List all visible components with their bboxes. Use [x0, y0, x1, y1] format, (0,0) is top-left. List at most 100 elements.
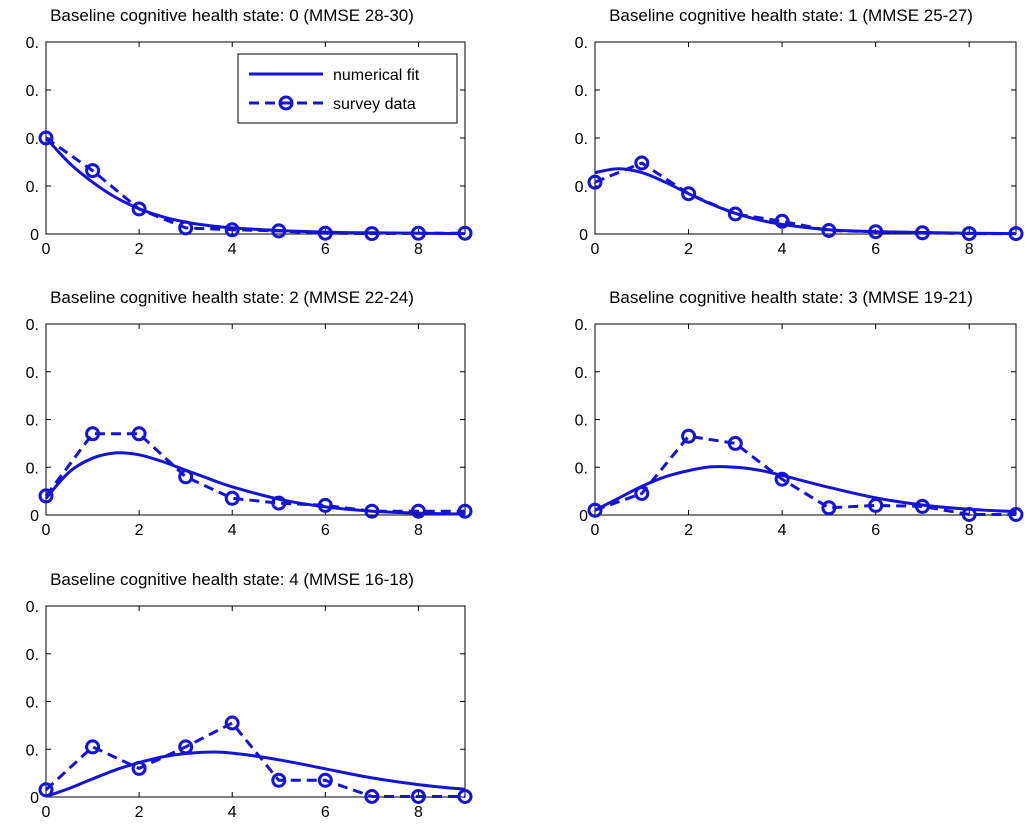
y-tick-label: 0.	[26, 83, 39, 100]
data-point-survey-data	[868, 497, 884, 513]
chart-title: Baseline cognitive health state: 2 (MMSE…	[50, 288, 414, 307]
data-point-survey-data	[224, 222, 240, 238]
data-point-survey-data	[85, 163, 101, 179]
x-tick-label: 8	[965, 241, 974, 258]
data-point-survey-data	[457, 789, 473, 804]
chart-title: Baseline cognitive health state: 1 (MMSE…	[609, 6, 973, 25]
data-point-survey-data	[457, 225, 473, 241]
subplot-state-0: Baseline cognitive health state: 0 (MMSE…	[26, 6, 473, 258]
y-tick-label: 0	[30, 790, 39, 807]
x-tick-label: 0	[42, 804, 51, 821]
data-point-survey-data	[364, 503, 380, 519]
data-point-survey-data	[1008, 507, 1024, 522]
x-tick-label: 6	[321, 804, 330, 821]
data-point-survey-data	[85, 426, 101, 442]
axes-box	[594, 323, 1017, 516]
x-tick-label: 0	[42, 522, 51, 539]
y-tick-label: 0.	[26, 413, 39, 430]
data-point-survey-data	[410, 503, 426, 519]
data-point-survey-data	[961, 226, 977, 242]
x-tick-label: 8	[414, 804, 423, 821]
data-point-survey-data	[224, 715, 240, 731]
subplot-state-2: Baseline cognitive health state: 2 (MMSE…	[26, 288, 473, 539]
x-tick-label: 4	[778, 522, 787, 539]
data-point-survey-data	[317, 497, 333, 513]
y-tick-label: 0	[579, 508, 588, 525]
x-tick-label: 8	[965, 522, 974, 539]
data-point-survey-data	[271, 223, 287, 239]
data-point-survey-data	[634, 486, 650, 501]
data-point-survey-data	[131, 201, 147, 217]
y-tick-label: 0.	[575, 35, 588, 52]
series-line-numerical-fit	[44, 451, 466, 516]
data-point-survey-data	[131, 426, 147, 442]
y-tick-label: 0	[30, 227, 39, 244]
data-point-survey-data	[85, 739, 101, 755]
x-tick-label: 4	[228, 241, 237, 258]
data-point-survey-data	[1008, 226, 1024, 242]
data-point-survey-data	[317, 225, 333, 241]
legend-label-numerical-fit: numerical fit	[333, 67, 420, 84]
y-tick-label: 0.	[575, 365, 588, 382]
x-tick-label: 2	[684, 241, 693, 258]
x-tick-label: 0	[591, 241, 600, 258]
data-point-survey-data	[961, 507, 977, 522]
x-tick-label: 8	[414, 241, 423, 258]
data-point-survey-data	[774, 213, 790, 229]
series-line-survey-data	[45, 136, 465, 236]
y-tick-label: 0	[30, 508, 39, 525]
axes-box	[45, 323, 466, 516]
subplot-state-4: Baseline cognitive health state: 4 (MMSE…	[26, 570, 473, 821]
y-tick-label: 0.	[575, 317, 588, 334]
data-point-survey-data	[271, 495, 287, 511]
series-line-numerical-fit	[594, 167, 1017, 236]
data-point-survey-data	[868, 224, 884, 240]
data-point-survey-data	[410, 225, 426, 241]
y-tick-label: 0.	[26, 742, 39, 759]
x-tick-label: 4	[228, 522, 237, 539]
y-tick-label: 0.	[26, 695, 39, 712]
legend-box	[237, 53, 458, 124]
legend: numerical fit survey data	[237, 53, 458, 124]
plot-area: 0 2 4 6 8 0 0. 0. 0. 0.	[26, 317, 473, 539]
y-tick-label: 0.	[26, 365, 39, 382]
data-point-survey-data	[681, 428, 697, 444]
y-tick-label: 0.	[26, 179, 39, 196]
y-tick-label: 0.	[575, 83, 588, 100]
x-tick-label: 4	[778, 241, 787, 258]
x-tick-label: 2	[135, 522, 144, 539]
data-point-survey-data	[774, 471, 790, 487]
data-point-survey-data	[914, 498, 930, 514]
x-tick-label: 4	[228, 804, 237, 821]
data-point-survey-data	[38, 782, 54, 798]
plot-area: 0 2 4 6 8 0 0. 0. 0. 0.	[26, 35, 473, 258]
data-point-survey-data	[38, 488, 54, 504]
data-point-survey-data	[821, 223, 837, 238]
y-tick-label: 0.	[575, 179, 588, 196]
data-point-survey-data	[634, 155, 650, 171]
x-tick-label: 6	[871, 241, 880, 258]
data-point-survey-data	[821, 500, 837, 516]
y-tick-label: 0	[579, 227, 588, 244]
chart-title: Baseline cognitive health state: 0 (MMSE…	[50, 6, 414, 25]
data-point-survey-data	[914, 225, 930, 241]
data-point-survey-data	[178, 469, 194, 485]
y-tick-label: 0.	[26, 131, 39, 148]
subplot-state-1: Baseline cognitive health state: 1 (MMSE…	[575, 6, 1024, 258]
data-point-survey-data	[587, 174, 603, 190]
data-point-survey-data	[727, 435, 743, 451]
data-point-survey-data	[457, 503, 473, 519]
legend-marker-survey-data	[278, 95, 294, 111]
y-tick-label: 0.	[26, 460, 39, 477]
data-point-survey-data	[38, 130, 54, 146]
series-line-numerical-fit	[44, 136, 466, 236]
data-point-survey-data	[727, 206, 743, 222]
series-line-survey-data	[44, 432, 465, 513]
y-tick-label: 0.	[26, 35, 39, 52]
data-point-survey-data	[178, 220, 194, 236]
x-tick-label: 8	[414, 522, 423, 539]
series-line-numerical-fit	[45, 750, 466, 798]
data-point-survey-data	[587, 502, 603, 518]
x-tick-label: 0	[591, 522, 600, 539]
plot-area: 0 2 4 6 8 0 0. 0. 0. 0.	[575, 35, 1024, 258]
